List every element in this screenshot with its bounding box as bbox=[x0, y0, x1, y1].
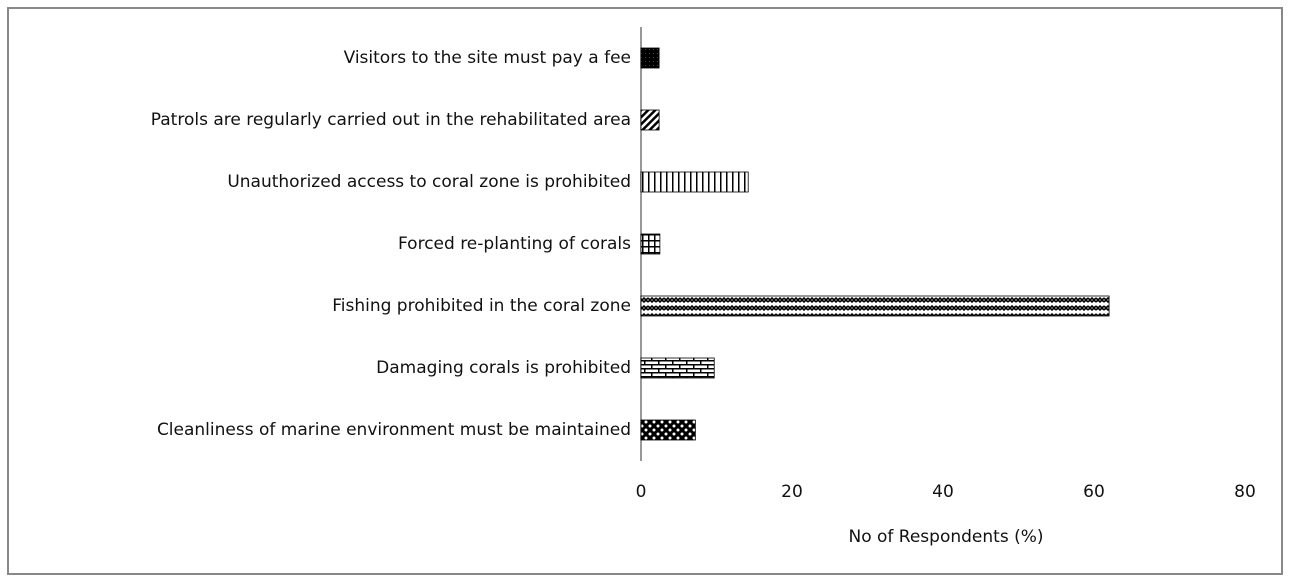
y-tick-label: Patrols are regularly carried out in the… bbox=[151, 110, 631, 130]
x-tick-label: 60 bbox=[1083, 482, 1105, 502]
bar bbox=[640, 295, 1110, 317]
bar bbox=[640, 109, 660, 131]
x-tick-label: 40 bbox=[932, 482, 954, 502]
bar bbox=[640, 357, 715, 379]
y-tick-label: Fishing prohibited in the coral zone bbox=[332, 296, 631, 316]
frame bbox=[7, 7, 1283, 575]
x-tick-label: 0 bbox=[636, 482, 647, 502]
bar bbox=[640, 171, 749, 193]
x-tick-label: 80 bbox=[1234, 482, 1256, 502]
y-tick-label: Damaging corals is prohibited bbox=[376, 358, 631, 378]
bar bbox=[640, 233, 661, 255]
x-tick-label: 20 bbox=[781, 482, 803, 502]
y-tick-label: Forced re-planting of corals bbox=[398, 234, 631, 254]
y-tick-label: Cleanliness of marine environment must b… bbox=[157, 420, 631, 440]
x-axis-title: No of Respondents (%) bbox=[848, 527, 1043, 547]
y-tick-label: Visitors to the site must pay a fee bbox=[344, 48, 631, 68]
bar bbox=[640, 419, 696, 441]
y-tick-label: Unauthorized access to coral zone is pro… bbox=[227, 172, 631, 192]
bar bbox=[640, 47, 660, 69]
